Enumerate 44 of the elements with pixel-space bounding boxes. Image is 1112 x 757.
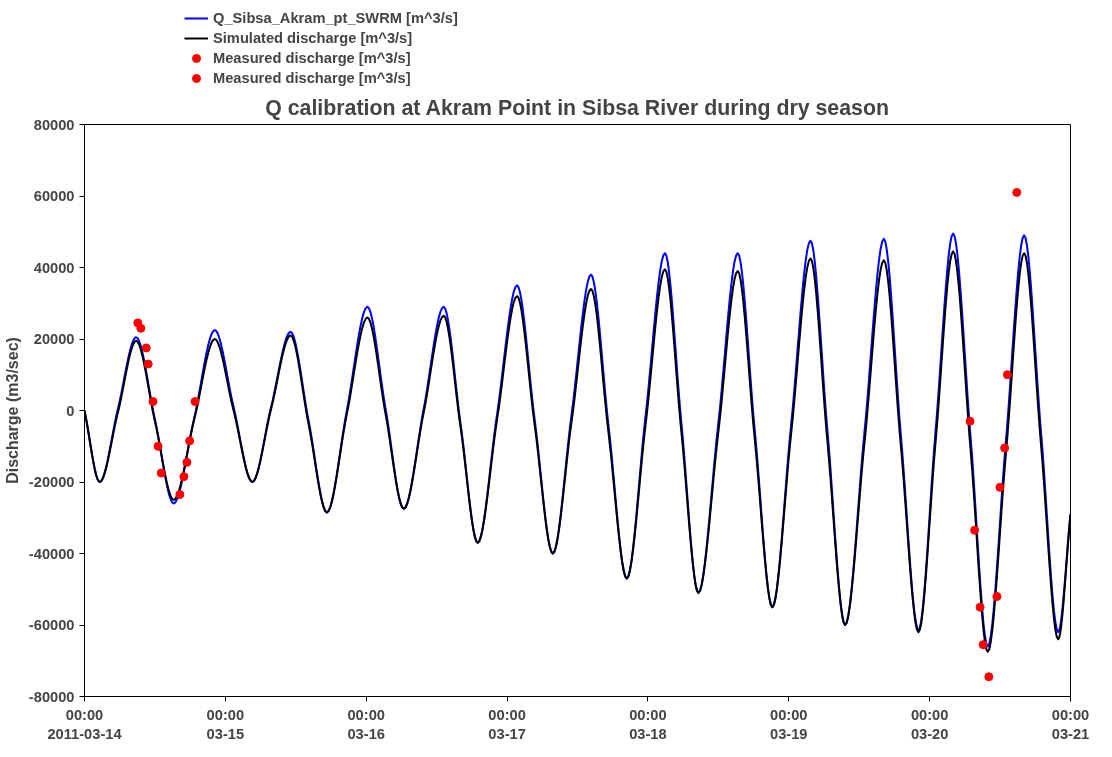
point — [1012, 187, 1022, 197]
point — [984, 672, 994, 682]
point — [153, 441, 163, 451]
x-tick-label: 00:00 03-18 — [629, 706, 667, 742]
point — [179, 472, 189, 482]
point — [182, 457, 192, 467]
legend-label: Measured discharge [m^3/s] — [213, 49, 411, 68]
y-axis-title: Discharge (m3/sec) — [3, 337, 21, 484]
point — [992, 591, 1002, 601]
x-tick-label: 00:00 03-21 — [1051, 706, 1090, 742]
legend-label: Q_Sibsa_Akram_pt_SWRM [m^3/s] — [213, 9, 458, 28]
point — [978, 640, 988, 650]
point — [156, 468, 166, 478]
point — [190, 397, 200, 407]
chart-title: Q calibration at Akram Point in Sibsa River during dry season — [265, 95, 890, 120]
x-tick-label: 00:00 2011-03-14 — [47, 706, 123, 742]
x-tick-label: 00:00 03-19 — [770, 706, 808, 742]
x-tick-label: 00:00 03-17 — [488, 706, 526, 742]
point — [185, 436, 195, 446]
point — [975, 602, 985, 612]
point — [141, 343, 151, 353]
point — [1000, 443, 1010, 453]
y-tick-label: 40000 — [33, 259, 75, 276]
legend-label: Simulated discharge [m^3/s] — [213, 29, 413, 48]
legend-label: Measured discharge [m^3/s] — [213, 69, 411, 88]
x-tick-label: 00:00 03-16 — [347, 706, 385, 742]
y-tick-label: 20000 — [33, 331, 75, 347]
point — [136, 323, 146, 333]
y-tick-label: 60000 — [33, 188, 75, 204]
y-tick-label: 80000 — [33, 116, 75, 133]
y-tick-label: -40000 — [28, 545, 75, 562]
y-tick-label: -60000 — [28, 617, 75, 633]
y-tick-label: -80000 — [28, 688, 75, 705]
point — [995, 482, 1005, 492]
point — [175, 490, 185, 499]
point — [1002, 370, 1012, 380]
y-tick-label: 0 — [66, 402, 75, 419]
point — [148, 397, 158, 407]
point — [970, 525, 980, 535]
point — [965, 416, 975, 426]
y-tick-label: -20000 — [28, 474, 75, 490]
point — [143, 359, 153, 369]
x-tick-label: 00:00 03-20 — [910, 706, 949, 742]
x-tick-label: 00:00 03-15 — [206, 706, 245, 742]
